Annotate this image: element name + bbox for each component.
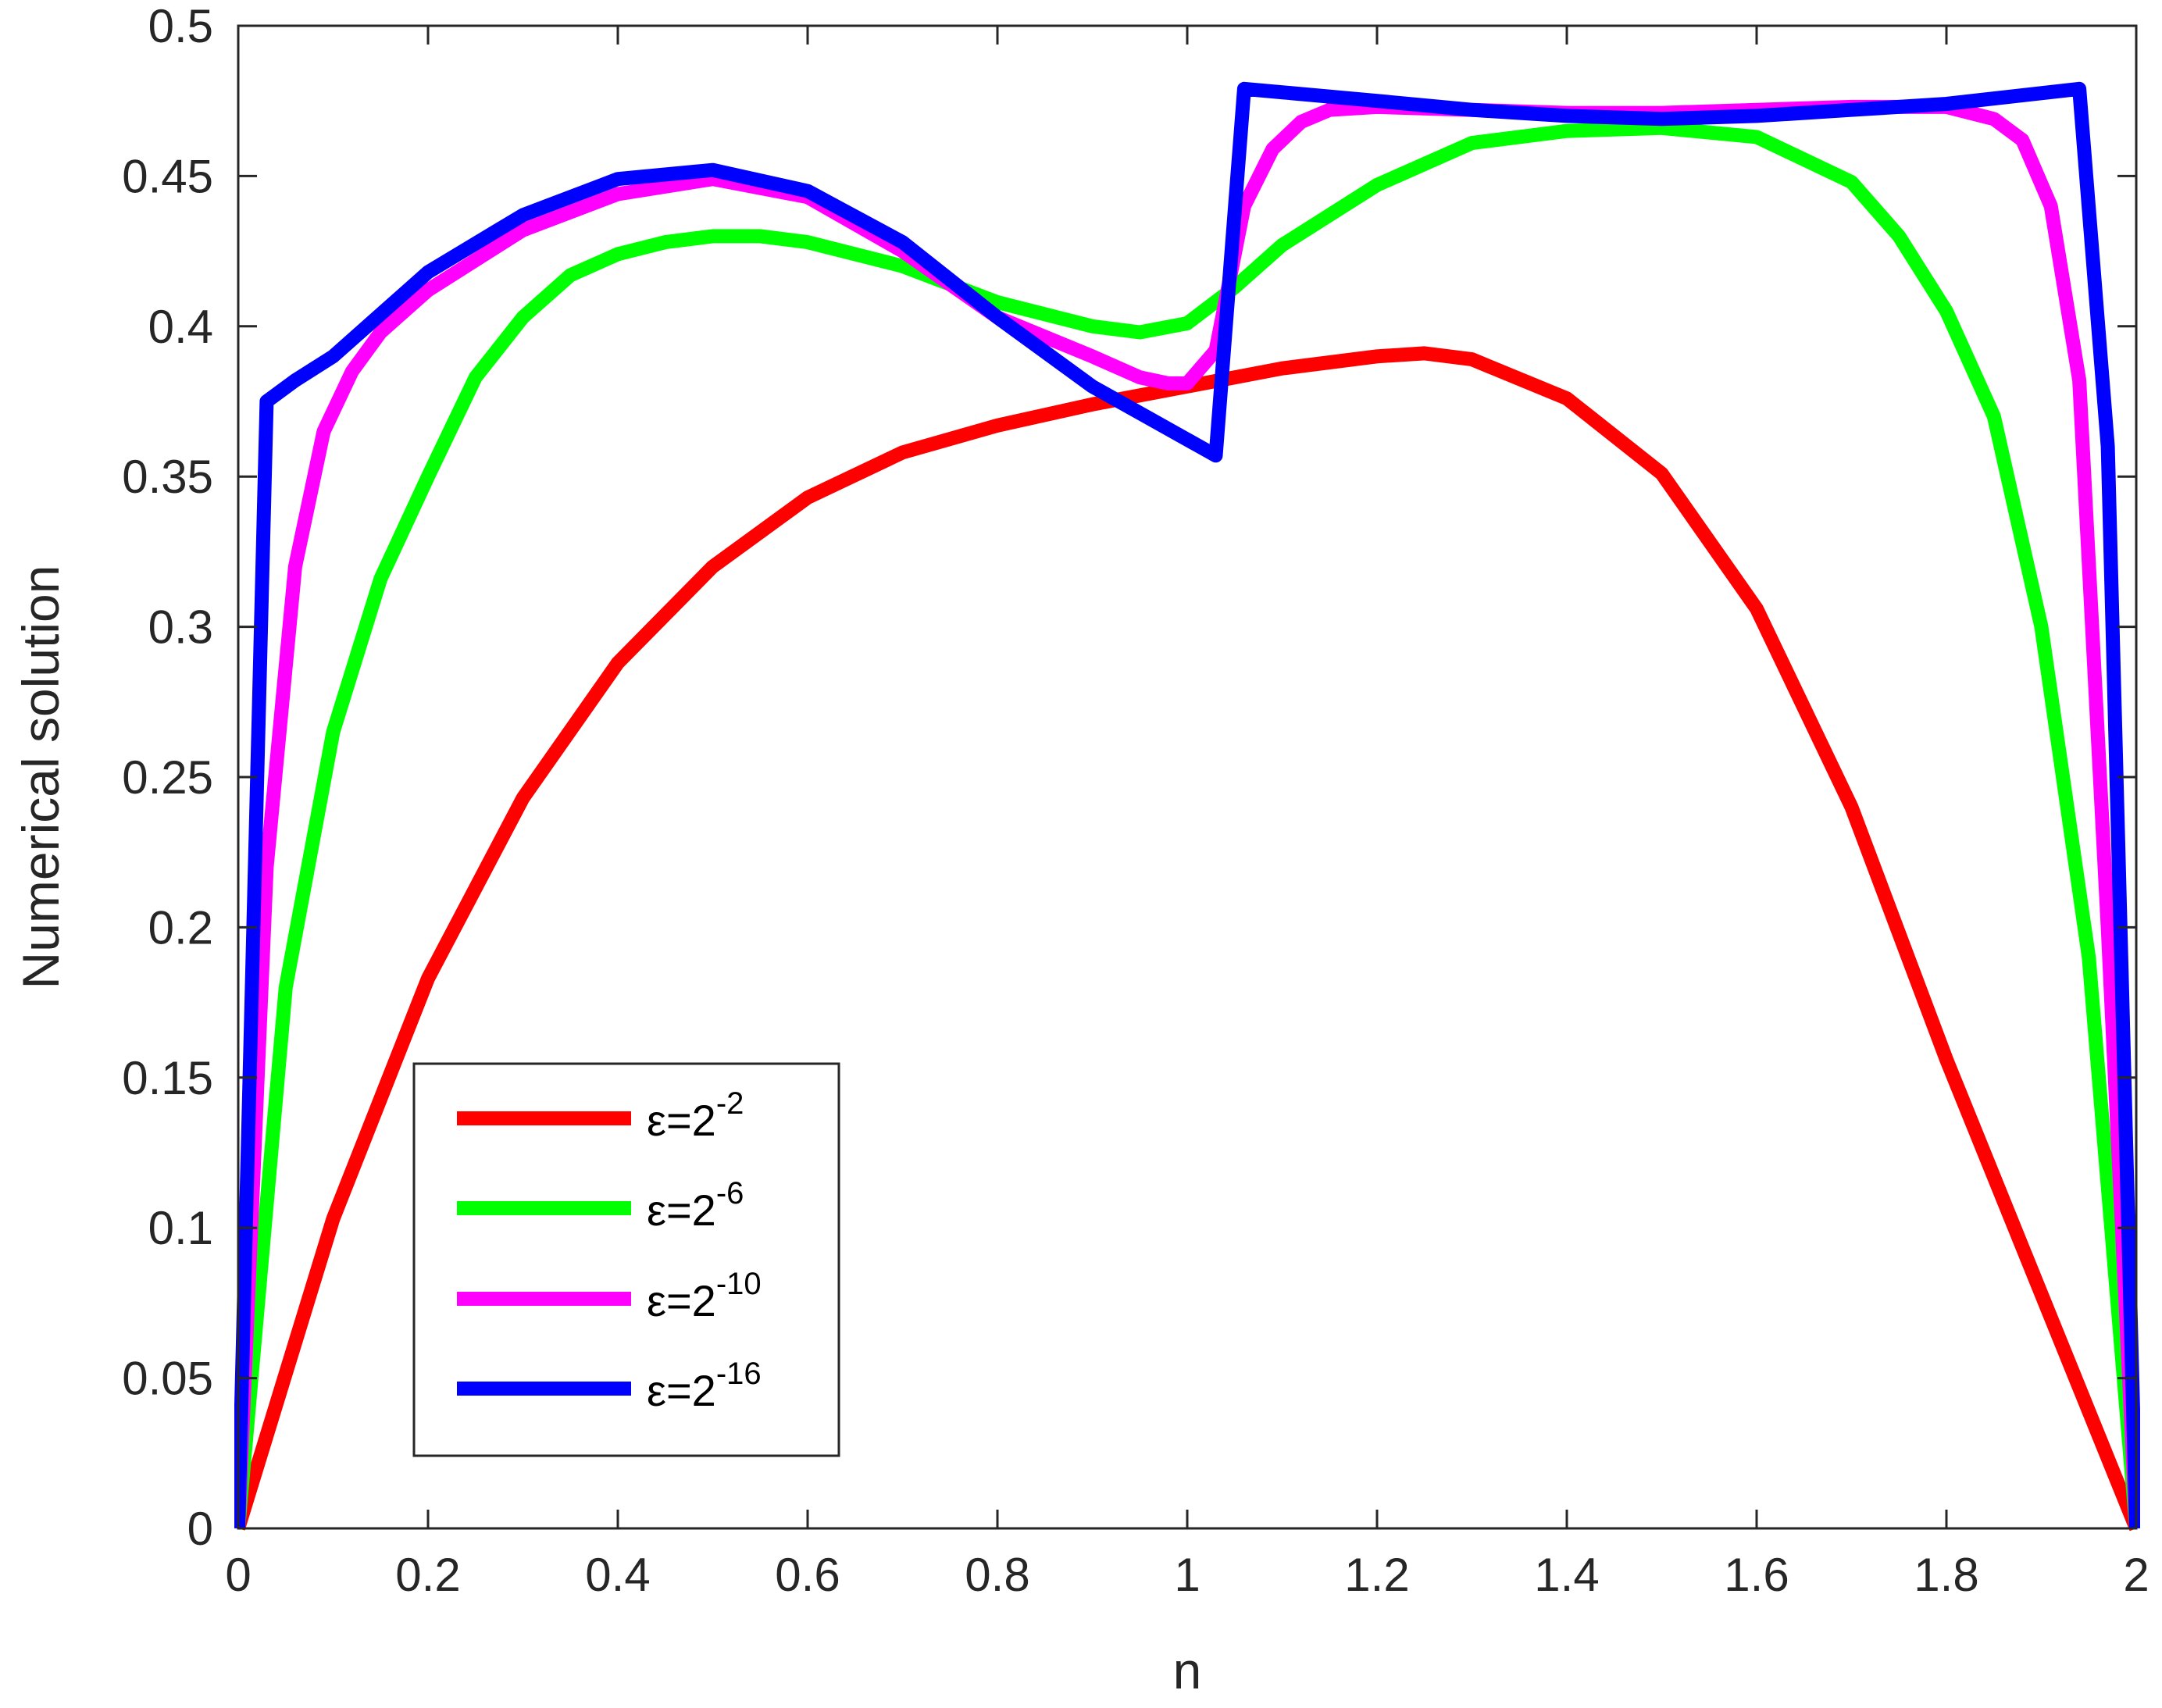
series-layer: [234, 81, 2140, 1531]
x-tick-label: 0: [225, 1549, 251, 1601]
x-tick-label: 1.8: [1914, 1549, 1978, 1601]
series-line-2: [234, 120, 2140, 1529]
x-axis-title: n: [1173, 1642, 1202, 1699]
y-tick-label: 0.15: [122, 1052, 213, 1104]
y-tick-label: 0.45: [122, 150, 213, 202]
y-tick-label: 0.5: [148, 0, 213, 52]
ticks-layer: 0 0.2 0.4 0.6 0.8 1 1.2 1.4 1.6 1.8 2 0 0.05 0.1 0.15 0…: [122, 0, 2149, 1601]
y-tick-label: 0.3: [148, 601, 213, 654]
y-axis-title: Numerical solution: [12, 565, 70, 989]
y-tick-label: 0.1: [148, 1202, 213, 1254]
x-tick-label: 1.4: [1534, 1549, 1599, 1601]
x-tick-label: 0.6: [775, 1549, 840, 1601]
y-tick-label: 0.05: [122, 1353, 213, 1405]
x-tick-label: 1.2: [1344, 1549, 1409, 1601]
legend-label-4: ε=2-16: [647, 1357, 762, 1415]
y-tick-label: 0.25: [122, 751, 213, 804]
y-tick-label: 0: [187, 1503, 213, 1555]
y-tick-label: 0.2: [148, 901, 213, 954]
legend-label-3: ε=2-10: [647, 1267, 762, 1325]
legend-label-1: ε=2-2: [647, 1086, 744, 1145]
y-tick-label: 0.35: [122, 451, 213, 503]
series-line-1: [234, 346, 2140, 1531]
legend-label-2: ε=2-6: [647, 1176, 744, 1235]
x-tick-label: 0.4: [585, 1549, 650, 1601]
y-tick-label: 0.4: [148, 301, 213, 353]
series-line-3: [234, 99, 2140, 1529]
x-tick-label: 1: [1174, 1549, 1200, 1601]
x-tick-label: 0.8: [965, 1549, 1029, 1601]
legend: ε=2-2 ε=2-6 ε=2-10 ε=2-16: [412, 1062, 840, 1457]
series-line-4: [234, 81, 2140, 1529]
x-tick-label: 2: [2123, 1549, 2149, 1601]
x-tick-label: 1.6: [1724, 1549, 1789, 1601]
x-tick-label: 0.2: [395, 1549, 460, 1601]
